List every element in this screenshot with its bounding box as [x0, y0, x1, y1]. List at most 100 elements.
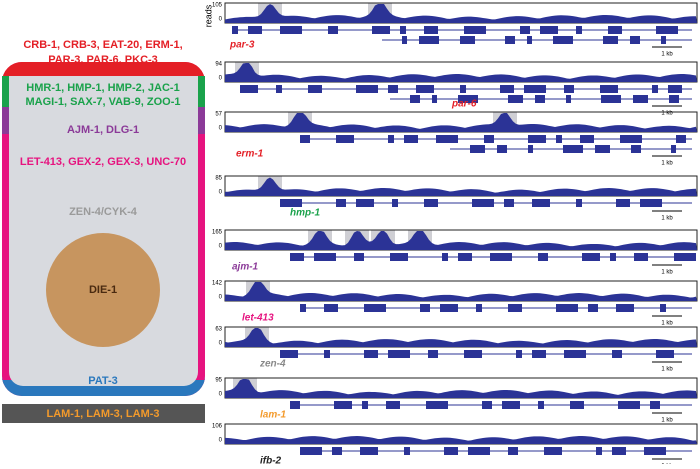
- exon: [570, 401, 584, 409]
- exon: [528, 145, 533, 153]
- exon: [420, 304, 430, 312]
- exon: [386, 401, 400, 409]
- exon: [588, 304, 598, 312]
- gene-name: lam-1: [260, 410, 287, 421]
- exon: [610, 253, 616, 261]
- nucleus-label: DIE-1: [89, 284, 117, 296]
- track-max: 94: [215, 62, 222, 68]
- scale-label: 1 kb: [661, 111, 673, 117]
- exon: [388, 85, 398, 93]
- exon: [564, 350, 586, 358]
- exon: [556, 304, 578, 312]
- gene-name: zen-4: [259, 359, 286, 370]
- gene-name: erm-1: [236, 149, 264, 160]
- track-min: 0: [219, 17, 223, 23]
- exon: [424, 199, 438, 207]
- exon: [616, 304, 634, 312]
- exon: [356, 199, 374, 207]
- exon: [563, 145, 583, 153]
- exon: [464, 350, 482, 358]
- exon: [601, 95, 621, 103]
- exon: [634, 253, 648, 261]
- coverage: [225, 328, 697, 347]
- exon: [402, 36, 407, 44]
- track-max: 142: [212, 281, 223, 287]
- exon: [532, 350, 546, 358]
- exon: [336, 135, 354, 143]
- exon: [280, 350, 298, 358]
- exon: [290, 253, 304, 261]
- exon: [428, 350, 438, 358]
- exon: [640, 199, 662, 207]
- track-min: 0: [219, 341, 223, 347]
- exon: [650, 401, 660, 409]
- exon: [472, 199, 494, 207]
- exon: [544, 447, 562, 455]
- coverage: [225, 282, 697, 301]
- lamina-label: LAM-1, LAM-3, LAM-3: [46, 408, 159, 420]
- exon: [497, 145, 507, 153]
- exon: [652, 85, 658, 93]
- exon: [232, 26, 238, 34]
- coverage: [225, 113, 697, 132]
- ajm-label: AJM-1, DLG-1: [67, 124, 139, 136]
- exon: [354, 253, 364, 261]
- exon: [419, 36, 439, 44]
- exon: [356, 85, 378, 93]
- exon: [595, 145, 610, 153]
- exon: [300, 447, 322, 455]
- exon: [424, 26, 438, 34]
- exon: [362, 401, 368, 409]
- junction-label: HMR-1, HMP-1, HMP-2, JAC-1: [26, 82, 179, 94]
- exon: [328, 26, 338, 34]
- exon: [470, 145, 485, 153]
- track-max: 105: [212, 3, 223, 9]
- exon: [280, 199, 302, 207]
- exon: [633, 95, 648, 103]
- gene-name: ajm-1: [232, 262, 259, 273]
- exon: [538, 253, 548, 261]
- exon: [502, 401, 520, 409]
- lateral-label: LET-413, GEX-2, GEX-3, UNC-70: [20, 156, 186, 168]
- coverage: [225, 63, 697, 82]
- track-min: 0: [219, 190, 223, 196]
- exon: [603, 36, 618, 44]
- track-min: 0: [219, 438, 223, 444]
- exon: [630, 36, 640, 44]
- exon: [476, 304, 482, 312]
- gene-name: hmp-1: [290, 208, 320, 219]
- exon: [410, 95, 420, 103]
- scale-label: 1 kb: [661, 161, 673, 167]
- exon: [596, 447, 602, 455]
- exon: [508, 95, 523, 103]
- exon: [336, 199, 346, 207]
- exon: [392, 199, 398, 207]
- exon: [300, 304, 306, 312]
- coverage: [225, 436, 697, 444]
- track-max: 95: [215, 378, 222, 384]
- track-min: 0: [219, 295, 223, 301]
- track-min: 0: [219, 392, 223, 398]
- exon: [290, 401, 300, 409]
- exon: [535, 95, 545, 103]
- exon: [482, 401, 492, 409]
- scale-label: 1 kb: [661, 270, 673, 276]
- exon: [616, 199, 630, 207]
- exon: [440, 304, 458, 312]
- gene-name: ifb-2: [260, 456, 282, 464]
- exon: [527, 36, 532, 44]
- exon: [644, 447, 666, 455]
- coverage: [225, 231, 697, 250]
- exon: [528, 135, 546, 143]
- exon: [600, 85, 618, 93]
- exon: [538, 401, 544, 409]
- exon: [464, 26, 486, 34]
- track-min: 0: [219, 76, 223, 82]
